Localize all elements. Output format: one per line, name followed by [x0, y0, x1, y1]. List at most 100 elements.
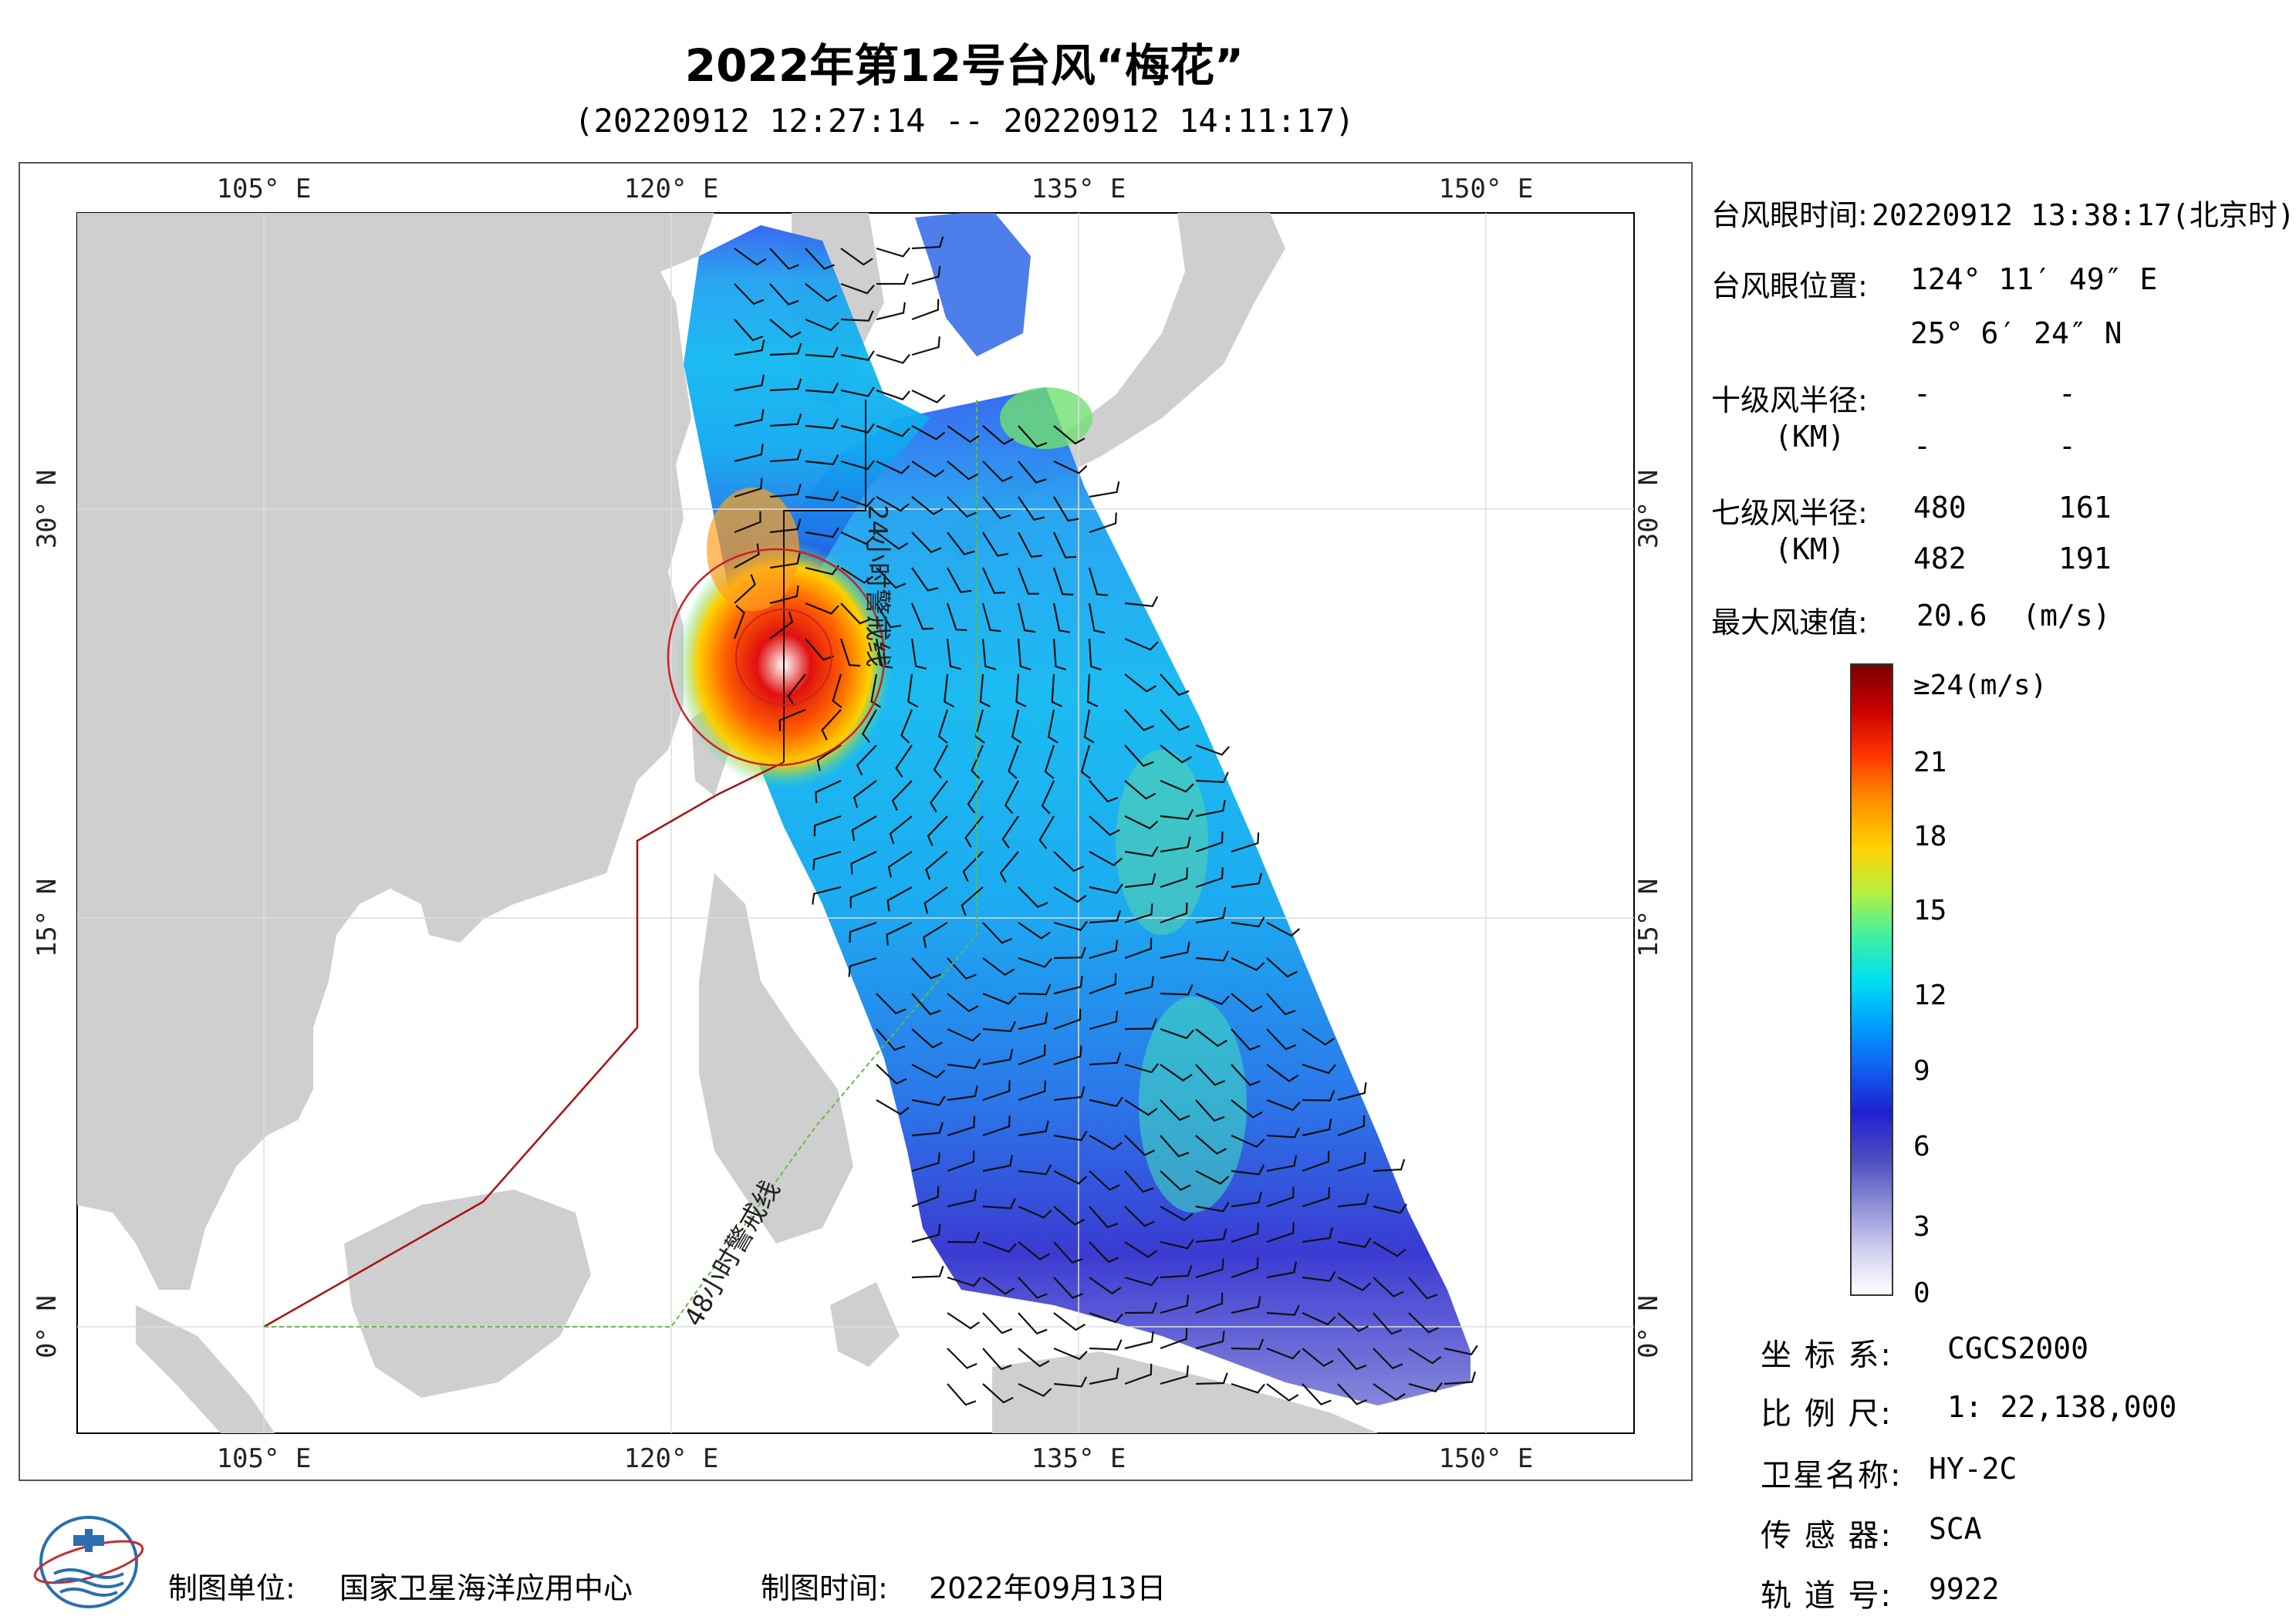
- wind-barb: [1337, 1383, 1368, 1405]
- wind-barb: [907, 673, 919, 708]
- wind-barb: [1337, 1193, 1369, 1208]
- wind-barb: [911, 1152, 940, 1173]
- wind-barb: [981, 602, 1001, 633]
- wind-barb: [1266, 1028, 1297, 1051]
- wind-barb: [1018, 957, 1052, 968]
- wind-barb: [1195, 992, 1230, 1006]
- wind-barb: [769, 342, 802, 356]
- wind-barb: [769, 248, 799, 270]
- r10-value-sw: -: [1913, 429, 1931, 463]
- land-philippines: [699, 873, 853, 1243]
- wind-barb: [840, 495, 875, 508]
- wind-barb: [1124, 1363, 1153, 1385]
- wind-barb: [1160, 941, 1190, 960]
- wind-barb: [1089, 815, 1120, 836]
- wind-barb: [1089, 1311, 1123, 1324]
- wind-barb: [734, 374, 765, 392]
- wind-barb: [1302, 1063, 1336, 1075]
- wind-barb: [876, 496, 910, 512]
- wind-barb: [1195, 1028, 1228, 1048]
- wind-barb: [982, 1348, 1012, 1371]
- eye-latitude: 25° 6′ 24″ N: [1910, 316, 2122, 350]
- lon-tick-bottom-4: 150° E: [1439, 1443, 1534, 1474]
- wind-barb: [982, 1115, 1011, 1137]
- wind-barb: [876, 1099, 910, 1115]
- colorbar-label-15: 15: [1913, 895, 1947, 926]
- wind-barb: [1124, 637, 1159, 651]
- wind-barb: [1266, 1383, 1299, 1402]
- wind-barb: [929, 780, 948, 813]
- wind-barb: [876, 602, 902, 629]
- wind-barb: [870, 673, 881, 708]
- crs-label: 坐 标 系:: [1761, 1338, 1893, 1373]
- wind-barb: [947, 1231, 981, 1243]
- wind-barb: [1195, 1331, 1225, 1350]
- wind-barb: [1017, 567, 1039, 595]
- date-label: 制图时间:: [761, 1571, 888, 1605]
- wind-barb: [1052, 567, 1074, 596]
- wind-barb: [911, 1186, 940, 1208]
- wind-barb: [1089, 780, 1119, 803]
- wind-barb: [1266, 1222, 1295, 1243]
- wind-barb: [981, 638, 997, 670]
- lon-tick-top-3: 135° E: [1032, 174, 1126, 204]
- wind-barb: [1124, 1241, 1158, 1258]
- wind-barb: [1089, 851, 1123, 866]
- wind-barb: [911, 236, 944, 250]
- wind-barb: [1231, 1134, 1265, 1149]
- wind-barb: [805, 248, 835, 270]
- wind-barb: [840, 310, 874, 322]
- wind-barb: [849, 921, 877, 943]
- wind-barb: [1231, 1028, 1261, 1051]
- wind-barb: [1443, 1345, 1478, 1356]
- max-wind-value: 20.6 (m/s): [1916, 599, 2111, 633]
- colorbar-label-18: 18: [1913, 821, 1947, 852]
- wind-barb: [947, 957, 977, 980]
- wind-barb: [911, 1095, 946, 1106]
- wind-barb: [1373, 1203, 1407, 1214]
- wind-barb: [1195, 1064, 1226, 1086]
- wind-barb: [876, 273, 910, 285]
- wind-barb: [1160, 903, 1188, 924]
- wind-barb: [815, 780, 842, 804]
- r7-label: 七级风半径:: [1711, 496, 1868, 530]
- wind-barb: [853, 780, 877, 808]
- wind-barb: [1089, 883, 1123, 894]
- wind-barb: [911, 531, 942, 554]
- wind-barb: [1124, 1099, 1158, 1116]
- wind-barb: [1124, 744, 1154, 768]
- wind-barb: [812, 886, 842, 905]
- orbit-label: 轨 道 号:: [1761, 1578, 1893, 1614]
- wind-zone-cyan: [1139, 997, 1247, 1213]
- wind-barb: [813, 815, 842, 837]
- wind-barb: [1160, 1265, 1193, 1279]
- wind-barb: [1086, 673, 1099, 707]
- colorbar-label-3: 3: [1913, 1211, 1930, 1243]
- wind-barb: [1089, 1052, 1122, 1066]
- wind-barb: [1001, 815, 1019, 849]
- wind-barb: [734, 511, 761, 534]
- colorbar-label-6: 6: [1913, 1131, 1930, 1162]
- wind-barb: [1160, 1064, 1193, 1082]
- wind-barb: [840, 248, 873, 266]
- wind-barb: [923, 922, 948, 948]
- wind-barb: [1053, 425, 1086, 445]
- wind-speed-colorbar: [1850, 663, 1893, 1296]
- wind-barb: [1373, 1159, 1406, 1173]
- wind-barb: [982, 1048, 1014, 1066]
- wind-radius-inner: [735, 609, 832, 706]
- wind-barb: [947, 1150, 975, 1173]
- wind-barb: [840, 531, 875, 545]
- wind-barb: [876, 1028, 906, 1051]
- wind-barb: [1373, 1277, 1404, 1297]
- org-value: 国家卫星海洋应用中心: [339, 1571, 633, 1605]
- eye-longitude: 124° 11′ 49″ E: [1910, 262, 2158, 296]
- wind-barb: [1018, 425, 1048, 448]
- wind-barb: [1231, 1064, 1261, 1086]
- wind-barb: [840, 460, 875, 471]
- crs-value: CGCS2000: [1947, 1331, 2089, 1365]
- wind-barb: [1124, 596, 1159, 607]
- wind-swath-korea-strait: [915, 213, 1031, 356]
- wind-barb: [947, 567, 972, 593]
- r7-value-nw: 191: [2058, 542, 2112, 575]
